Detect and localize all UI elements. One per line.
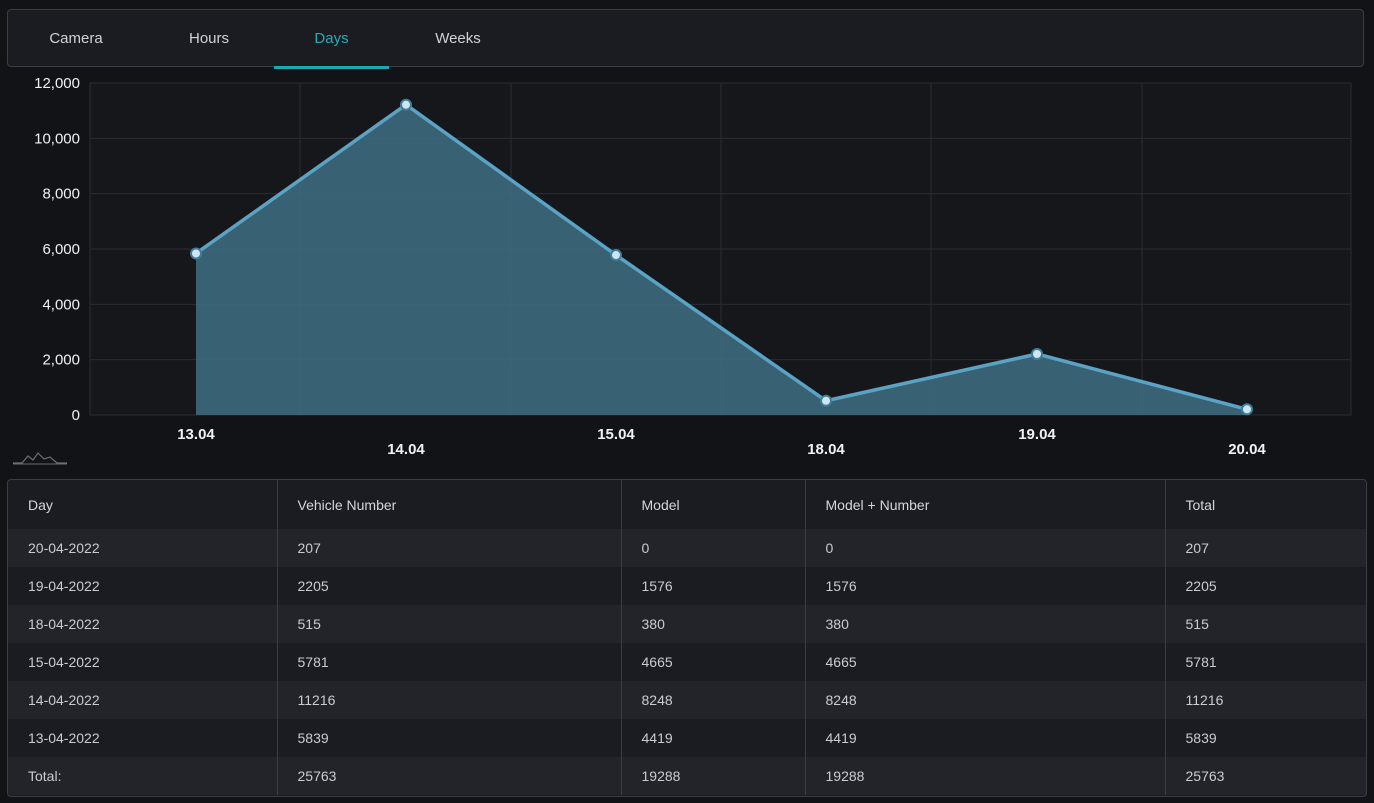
cell-total: 207 bbox=[1164, 529, 1366, 567]
cell-model: 380 bbox=[620, 605, 805, 643]
x-tick-label: 13.04 bbox=[177, 426, 215, 443]
tab-hours[interactable]: Hours bbox=[188, 30, 229, 47]
cell-model-number: 0 bbox=[804, 529, 1165, 567]
cell-model: 0 bbox=[620, 529, 805, 567]
table-row: 15-04-2022 5781 4665 4665 5781 bbox=[8, 643, 1366, 681]
column-header-vehicle-number[interactable]: Vehicle Number bbox=[276, 480, 621, 529]
cell-vehicle-number: 5781 bbox=[276, 643, 621, 681]
tab-camera[interactable]: Camera bbox=[49, 30, 103, 47]
cell-model: 4419 bbox=[620, 719, 805, 757]
cell-day: Total: bbox=[8, 757, 277, 795]
active-tab-indicator bbox=[274, 66, 389, 69]
cell-day: 18-04-2022 bbox=[8, 605, 277, 643]
table-row: 18-04-2022 515 380 380 515 bbox=[8, 605, 1366, 643]
cell-vehicle-number: 5839 bbox=[276, 719, 621, 757]
cell-total: 2205 bbox=[1164, 567, 1366, 605]
cell-total: 5781 bbox=[1164, 643, 1366, 681]
data-point[interactable] bbox=[610, 249, 622, 262]
cell-day: 19-04-2022 bbox=[8, 567, 277, 605]
y-tick-label: 12,000 bbox=[34, 75, 80, 92]
x-tick-label: 19.04 bbox=[1018, 426, 1056, 443]
cell-vehicle-number: 207 bbox=[276, 529, 621, 567]
cell-model: 8248 bbox=[620, 681, 805, 719]
cell-model-number: 4419 bbox=[804, 719, 1165, 757]
y-tick-label: 10,000 bbox=[34, 130, 80, 147]
series-area bbox=[196, 104, 1247, 415]
cell-model: 4665 bbox=[620, 643, 805, 681]
y-tick-label: 6,000 bbox=[42, 241, 80, 258]
cell-total: 515 bbox=[1164, 605, 1366, 643]
series-line bbox=[194, 102, 1248, 411]
table-row: 13-04-2022 5839 4419 4419 5839 bbox=[8, 719, 1366, 757]
cell-model-number: 4665 bbox=[804, 643, 1165, 681]
table-header-row: Day Vehicle Number Model Model + Number … bbox=[8, 480, 1366, 529]
cell-model-number: 1576 bbox=[804, 567, 1165, 605]
cell-vehicle-number: 2205 bbox=[276, 567, 621, 605]
cell-model-number: 380 bbox=[804, 605, 1165, 643]
x-tick-label: 15.04 bbox=[597, 426, 635, 443]
cell-day: 15-04-2022 bbox=[8, 643, 277, 681]
tab-weeks[interactable]: Weeks bbox=[435, 30, 481, 47]
y-tick-label: 2,000 bbox=[42, 352, 80, 369]
cell-day: 13-04-2022 bbox=[8, 719, 277, 757]
cell-day: 20-04-2022 bbox=[8, 529, 277, 567]
cell-model: 1576 bbox=[620, 567, 805, 605]
cell-model-number: 19288 bbox=[804, 757, 1165, 795]
data-point[interactable] bbox=[400, 98, 412, 111]
data-point[interactable] bbox=[1241, 403, 1253, 416]
chart-thumbnail-icon[interactable] bbox=[12, 450, 68, 466]
table-row: 19-04-2022 2205 1576 1576 2205 bbox=[8, 567, 1366, 605]
column-header-model[interactable]: Model bbox=[620, 480, 805, 529]
x-tick-label: 20.04 bbox=[1228, 441, 1266, 458]
table-row: 20-04-2022 207 0 0 207 bbox=[8, 529, 1366, 567]
cell-total: 11216 bbox=[1164, 681, 1366, 719]
days-table-panel: Day Vehicle Number Model Model + Number … bbox=[7, 479, 1367, 797]
table-total-row: Total: 25763 19288 19288 25763 bbox=[8, 757, 1366, 795]
x-tick-label: 18.04 bbox=[807, 441, 845, 458]
column-header-total[interactable]: Total bbox=[1164, 480, 1366, 529]
data-point[interactable] bbox=[820, 394, 832, 407]
cell-total: 25763 bbox=[1164, 757, 1366, 795]
column-header-day[interactable]: Day bbox=[8, 480, 277, 529]
y-tick-label: 0 bbox=[72, 407, 80, 424]
y-tick-label: 8,000 bbox=[42, 186, 80, 203]
column-header-model-number[interactable]: Model + Number bbox=[804, 480, 1165, 529]
table-row: 14-04-2022 11216 8248 8248 11216 bbox=[8, 681, 1366, 719]
cell-day: 14-04-2022 bbox=[8, 681, 277, 719]
data-point[interactable] bbox=[190, 247, 202, 260]
data-point[interactable] bbox=[1031, 347, 1043, 360]
cell-model-number: 8248 bbox=[804, 681, 1165, 719]
period-tab-bar: Camera Hours Days Weeks bbox=[7, 9, 1364, 69]
cell-vehicle-number: 11216 bbox=[276, 681, 621, 719]
cell-vehicle-number: 25763 bbox=[276, 757, 621, 795]
cell-vehicle-number: 515 bbox=[276, 605, 621, 643]
y-tick-label: 4,000 bbox=[42, 296, 80, 313]
cell-model: 19288 bbox=[620, 757, 805, 795]
days-table: Day Vehicle Number Model Model + Number … bbox=[8, 480, 1366, 795]
days-area-chart: 0 2,000 4,000 6,000 8,000 10,000 12,000 13.04 14… bbox=[34, 75, 1352, 458]
tab-days[interactable]: Days bbox=[314, 30, 349, 47]
x-tick-label: 14.04 bbox=[387, 441, 425, 458]
cell-total: 5839 bbox=[1164, 719, 1366, 757]
